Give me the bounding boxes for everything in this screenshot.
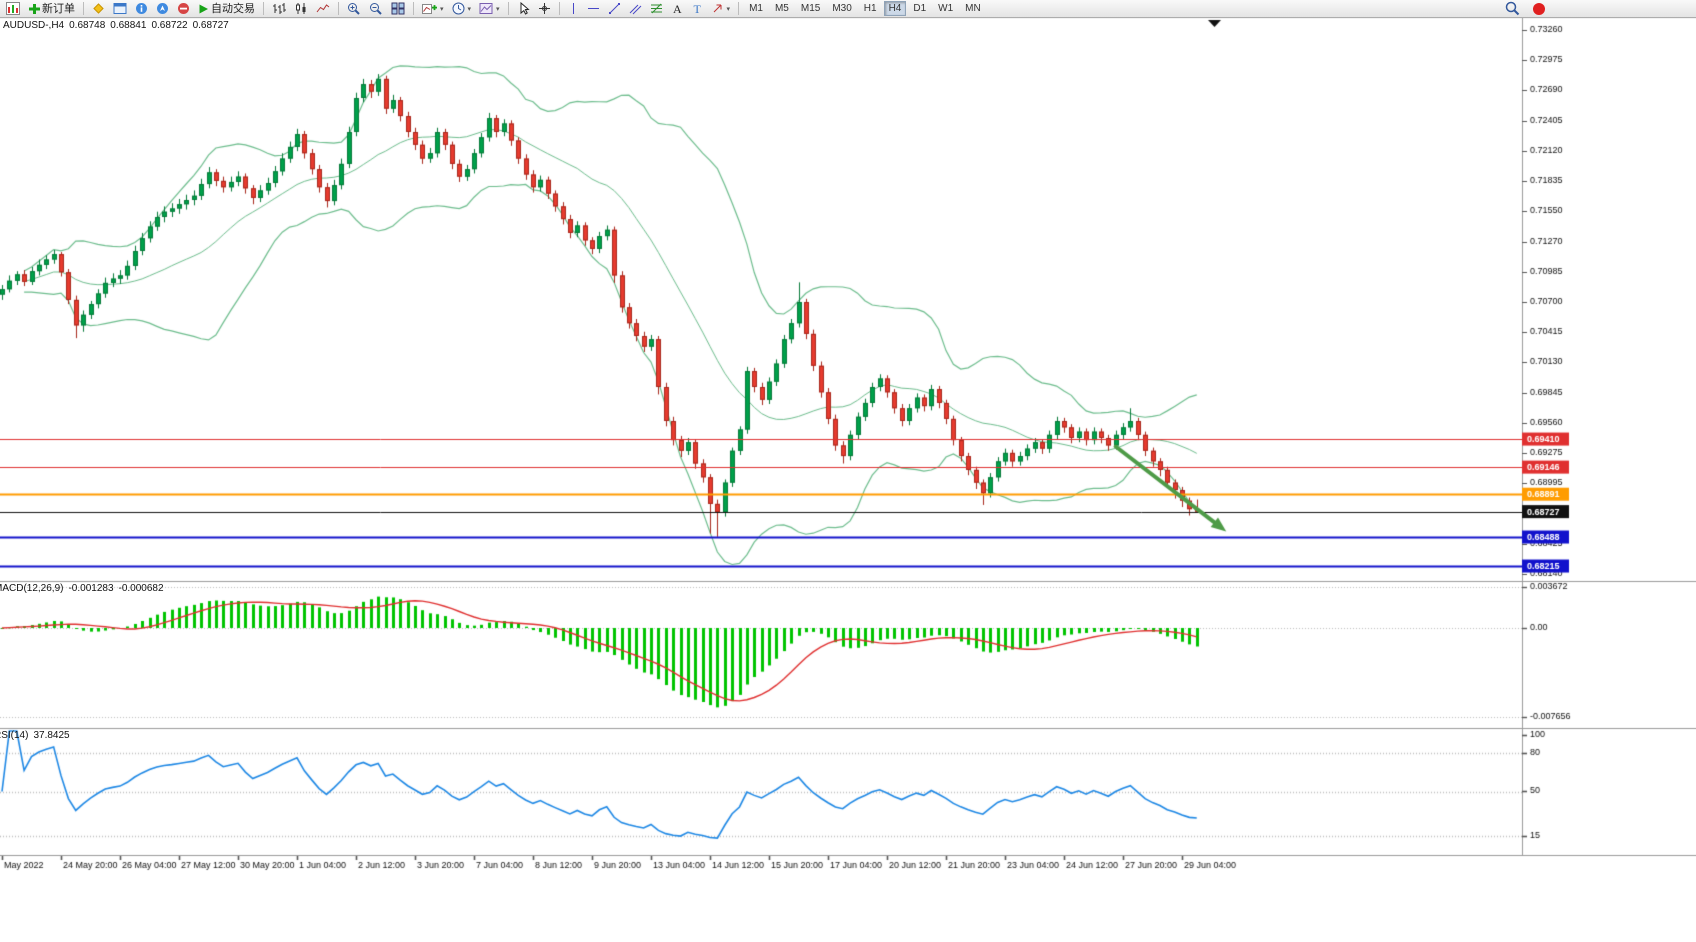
new-order-label: 新订单 <box>42 2 75 15</box>
tile-windows-icon[interactable] <box>388 0 408 18</box>
horizontal-line-icon[interactable] <box>584 0 603 18</box>
main-toolbar: 新订单 自动交易 ▾ ▾ ▾ A T ▾ M1 M5 M15 M30 H1 H4… <box>0 0 1696 18</box>
toolbar-separator <box>507 2 509 15</box>
timeframe-button-h4[interactable]: H4 <box>883 1 907 16</box>
navigator-icon[interactable] <box>153 0 172 18</box>
plus-icon <box>28 3 40 15</box>
autotrade-label: 自动交易 <box>211 2 255 15</box>
mql-wizard-icon[interactable] <box>89 0 108 18</box>
bar-close-value: 0.68727 <box>192 20 229 31</box>
terminal-icon[interactable] <box>174 0 193 18</box>
search-icon[interactable] <box>1505 1 1520 16</box>
timeframe-button-h1[interactable]: H1 <box>859 1 882 16</box>
autotrade-button[interactable]: 自动交易 <box>195 0 258 18</box>
candlestick-chart-icon[interactable] <box>291 0 311 18</box>
arrows-tool-button[interactable]: ▾ <box>708 0 734 18</box>
macd-signal-value: -0.000682 <box>118 583 164 594</box>
text-tool-icon[interactable]: A <box>668 0 686 18</box>
templates-button[interactable]: ▾ <box>476 0 503 18</box>
bar-low-value: 0.68722 <box>151 20 188 31</box>
chevron-down-icon: ▾ <box>726 5 731 13</box>
rsi-name: RSI(14) <box>0 730 29 741</box>
timeframe-button-m30[interactable]: M30 <box>827 1 856 16</box>
macd-name: MACD(12,26,9) <box>0 583 64 594</box>
cursor-icon[interactable] <box>514 0 533 18</box>
toolbar-separator <box>738 2 740 15</box>
toolbar-separator <box>413 2 414 15</box>
label-tool-icon[interactable]: T <box>688 0 706 18</box>
data-window-icon[interactable] <box>132 0 151 18</box>
line-chart-icon[interactable] <box>313 0 333 18</box>
macd-indicator-label: MACD(12,26,9) -0.001283 -0.000682 <box>0 583 169 595</box>
toolbar-separator <box>263 2 264 15</box>
new-order-button[interactable]: 新订单 <box>25 0 78 18</box>
bar-high-value: 0.68841 <box>110 20 147 31</box>
symbol-period-label: AUDUSD-,H4 <box>3 20 65 31</box>
bar-chart-icon[interactable] <box>269 0 289 18</box>
indicators-button[interactable]: ▾ <box>419 0 447 18</box>
chart-title: AUDUSD-,H4 0.68748 0.68841 0.68722 0.68727 <box>3 20 234 32</box>
chevron-down-icon: ▾ <box>467 5 472 13</box>
trendline-icon[interactable] <box>605 0 624 18</box>
periods-button[interactable]: ▾ <box>449 0 475 18</box>
new-chart-icon[interactable] <box>3 0 23 18</box>
channel-icon[interactable] <box>626 0 645 18</box>
rsi-indicator-label: RSI(14) 37.8425 <box>0 730 75 742</box>
vertical-line-icon[interactable] <box>565 0 582 18</box>
timeframe-button-m15[interactable]: M15 <box>796 1 825 16</box>
chevron-down-icon: ▾ <box>440 5 444 13</box>
fibonacci-icon[interactable] <box>647 0 666 18</box>
svg-text:T: T <box>693 2 701 15</box>
timeframe-button-m5[interactable]: M5 <box>770 1 794 16</box>
chevron-down-icon: ▾ <box>496 5 500 13</box>
timeframe-button-w1[interactable]: W1 <box>933 1 958 16</box>
toolbar-separator <box>83 2 84 15</box>
zoom-in-icon[interactable] <box>344 0 364 18</box>
timeframe-button-d1[interactable]: D1 <box>908 1 931 16</box>
play-icon <box>198 3 209 15</box>
timeframe-button-mn[interactable]: MN <box>960 1 986 16</box>
svg-text:A: A <box>673 2 682 15</box>
bar-open-value: 0.68748 <box>69 20 106 31</box>
rsi-value: 37.8425 <box>33 730 70 741</box>
toolbar-separator <box>338 2 339 15</box>
macd-value: -0.001283 <box>68 583 114 594</box>
notification-badge-icon[interactable] <box>1532 2 1546 16</box>
timeframe-button-m1[interactable]: M1 <box>744 1 768 16</box>
charts-window-icon[interactable] <box>110 0 130 18</box>
zoom-out-icon[interactable] <box>366 0 386 18</box>
toolbar-separator <box>558 2 560 15</box>
crosshair-icon[interactable] <box>535 0 554 18</box>
